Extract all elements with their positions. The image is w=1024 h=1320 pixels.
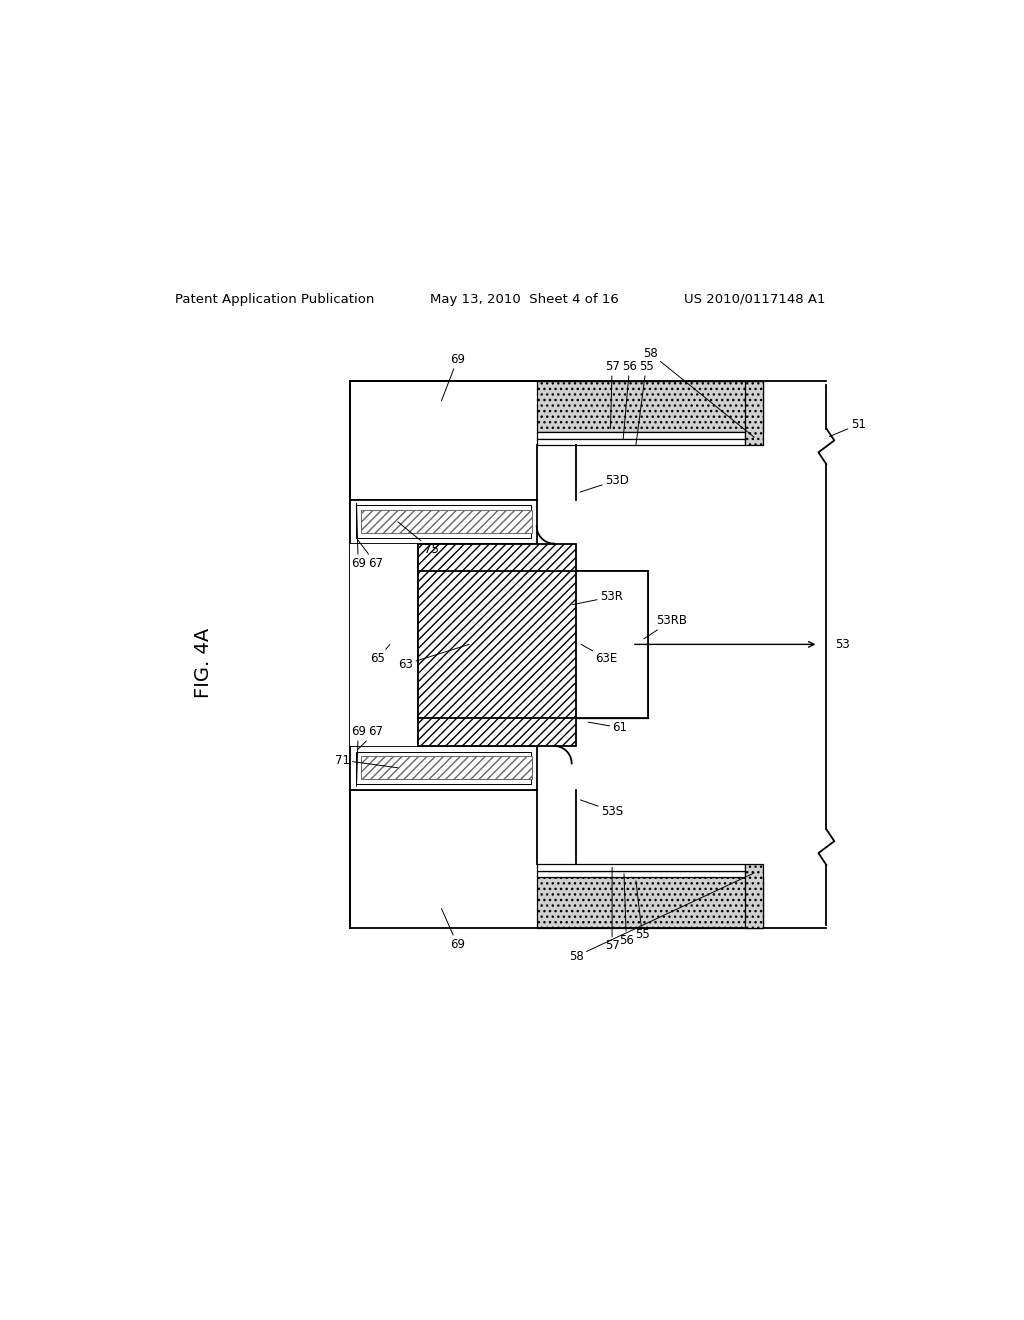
Bar xyxy=(537,871,745,876)
Text: Patent Application Publication: Patent Application Publication xyxy=(175,293,375,306)
Text: 75: 75 xyxy=(397,521,438,556)
Bar xyxy=(360,756,531,779)
Text: 58: 58 xyxy=(643,347,754,437)
Bar xyxy=(355,751,531,784)
Bar xyxy=(537,381,763,433)
Text: 55: 55 xyxy=(636,360,653,445)
Text: 67: 67 xyxy=(358,725,383,750)
Text: 51: 51 xyxy=(829,418,865,437)
Bar xyxy=(537,876,763,928)
Text: 63E: 63E xyxy=(582,644,617,665)
Bar xyxy=(745,865,763,928)
Bar xyxy=(350,746,537,789)
Bar xyxy=(418,572,648,718)
Text: 55: 55 xyxy=(635,880,649,941)
Text: FIG. 4A: FIG. 4A xyxy=(194,627,213,698)
Text: 57: 57 xyxy=(604,867,620,953)
Text: 53RB: 53RB xyxy=(644,614,687,639)
Text: 67: 67 xyxy=(358,540,383,570)
Bar xyxy=(418,544,577,746)
Text: 53D: 53D xyxy=(581,474,629,492)
Bar xyxy=(537,865,745,871)
Bar xyxy=(745,381,763,445)
Text: 56: 56 xyxy=(618,874,634,946)
Text: 69: 69 xyxy=(350,725,366,787)
Text: 71: 71 xyxy=(335,754,397,768)
Text: 58: 58 xyxy=(569,873,754,962)
Text: 53: 53 xyxy=(835,638,850,651)
Text: 61: 61 xyxy=(588,721,628,734)
Text: US 2010/0117148 A1: US 2010/0117148 A1 xyxy=(684,293,825,306)
Bar xyxy=(537,438,745,445)
Text: 63: 63 xyxy=(398,644,469,671)
Text: 53R: 53R xyxy=(572,590,623,605)
Bar xyxy=(355,506,531,539)
Text: May 13, 2010  Sheet 4 of 16: May 13, 2010 Sheet 4 of 16 xyxy=(430,293,620,306)
Text: 69: 69 xyxy=(441,352,465,401)
Text: 53S: 53S xyxy=(581,800,624,817)
Text: 69: 69 xyxy=(350,503,366,570)
Bar xyxy=(350,544,418,746)
Text: 56: 56 xyxy=(623,360,637,438)
Bar xyxy=(577,572,648,718)
Bar xyxy=(537,433,745,438)
Text: 69: 69 xyxy=(441,908,465,950)
Text: 65: 65 xyxy=(371,644,390,665)
Text: 57: 57 xyxy=(604,360,620,429)
Bar xyxy=(360,511,531,533)
Bar xyxy=(350,500,537,544)
